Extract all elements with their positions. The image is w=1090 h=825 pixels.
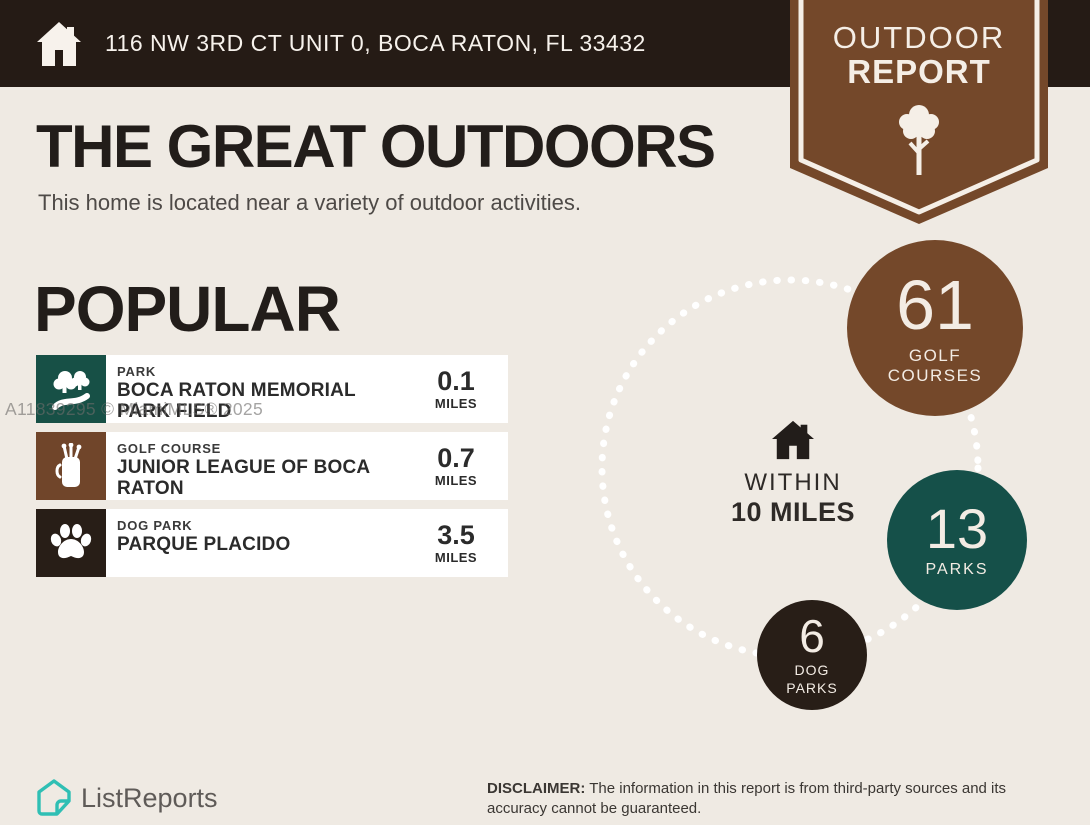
paw-icon — [36, 509, 106, 577]
distance-value: 0.7 — [437, 443, 475, 474]
stat-dog-parks: 6 DOG PARKS — [757, 600, 867, 710]
within-distance-text: 10 MILES — [730, 497, 856, 527]
list-item-body: PARK BOCA RATON MEMORIAL PARK FIELD — [106, 355, 408, 423]
home-icon — [772, 420, 814, 460]
disclaimer-text: The information in this report is from t… — [487, 780, 1007, 817]
place-distance: 3.5 MILES — [408, 509, 508, 577]
stat-label: PARKS — [925, 561, 989, 578]
page-subtitle: This home is located near a variety of o… — [38, 190, 581, 215]
stat-parks: 13 PARKS — [887, 470, 1027, 610]
tree-icon — [899, 105, 939, 175]
distance-value: 3.5 — [437, 520, 475, 551]
listreports-brand: ListReports — [36, 778, 218, 818]
mls-watermark: A11839295 © MiamiMLS® 2025 — [5, 399, 263, 419]
stat-golf-courses: 61 GOLF COURSES — [847, 240, 1023, 416]
place-category: PARK — [117, 364, 157, 379]
list-item-golf-course: GOLF COURSE JUNIOR LEAGUE OF BOCA RATON … — [36, 432, 508, 500]
within-text: WITHIN — [744, 469, 842, 496]
home-icon — [37, 21, 81, 66]
popular-list: PARK BOCA RATON MEMORIAL PARK FIELD 0.1 … — [36, 355, 508, 586]
within-radius-label: WITHIN 10 MILES — [713, 419, 873, 528]
place-distance: 0.1 MILES — [408, 355, 508, 423]
property-address: 116 NW 3RD CT UNIT 0, BOCA RATON, FL 334… — [105, 30, 646, 56]
park-icon — [36, 355, 106, 423]
listreports-logo-icon — [37, 779, 71, 816]
stat-value: 6 — [799, 610, 825, 662]
place-name: PARQUE PLACIDO — [117, 534, 291, 555]
stat-label: DOG PARKS — [786, 662, 838, 696]
list-item-dog-park: DOG PARK PARQUE PLACIDO 3.5 MILES — [36, 509, 508, 577]
stat-value: 13 — [925, 497, 989, 560]
ribbon-title-line1: OUTDOOR — [832, 20, 1006, 55]
golf-bag-icon — [36, 432, 106, 500]
radius-dotted-ring — [598, 276, 982, 660]
brand-name: ListReports — [81, 782, 218, 813]
page-title: THE GREAT OUTDOORS — [36, 113, 716, 180]
place-category: GOLF COURSE — [117, 441, 222, 456]
stat-label: GOLF COURSES — [887, 345, 983, 385]
place-distance: 0.7 MILES — [408, 432, 508, 500]
popular-heading: POPULAR — [34, 273, 341, 345]
distance-unit: MILES — [434, 472, 478, 488]
place-name: JUNIOR LEAGUE OF BOCA RATON — [117, 457, 370, 499]
place-category: DOG PARK — [117, 518, 193, 533]
disclaimer-label: DISCLAIMER: — [487, 780, 586, 797]
distance-unit: MILES — [434, 549, 478, 565]
distance-value: 0.1 — [437, 366, 475, 397]
distance-unit: MILES — [434, 395, 478, 411]
place-name: BOCA RATON MEMORIAL PARK FIELD — [117, 380, 356, 422]
disclaimer: DISCLAIMER: The information in this repo… — [487, 779, 1065, 818]
list-item-park: PARK BOCA RATON MEMORIAL PARK FIELD 0.1 … — [36, 355, 508, 423]
ribbon-content: OUTDOOR REPORT — [790, 0, 1048, 182]
stat-value: 61 — [896, 265, 974, 344]
list-item-body: DOG PARK PARQUE PLACIDO — [106, 509, 408, 577]
ribbon-title-line2: REPORT — [847, 53, 991, 90]
outdoor-report-ribbon: OUTDOOR REPORT — [790, 0, 1048, 226]
list-item-body: GOLF COURSE JUNIOR LEAGUE OF BOCA RATON — [106, 432, 408, 500]
